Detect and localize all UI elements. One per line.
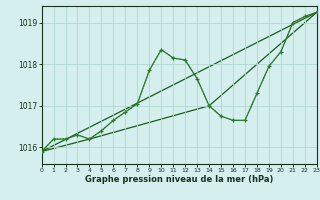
X-axis label: Graphe pression niveau de la mer (hPa): Graphe pression niveau de la mer (hPa) xyxy=(85,175,273,184)
